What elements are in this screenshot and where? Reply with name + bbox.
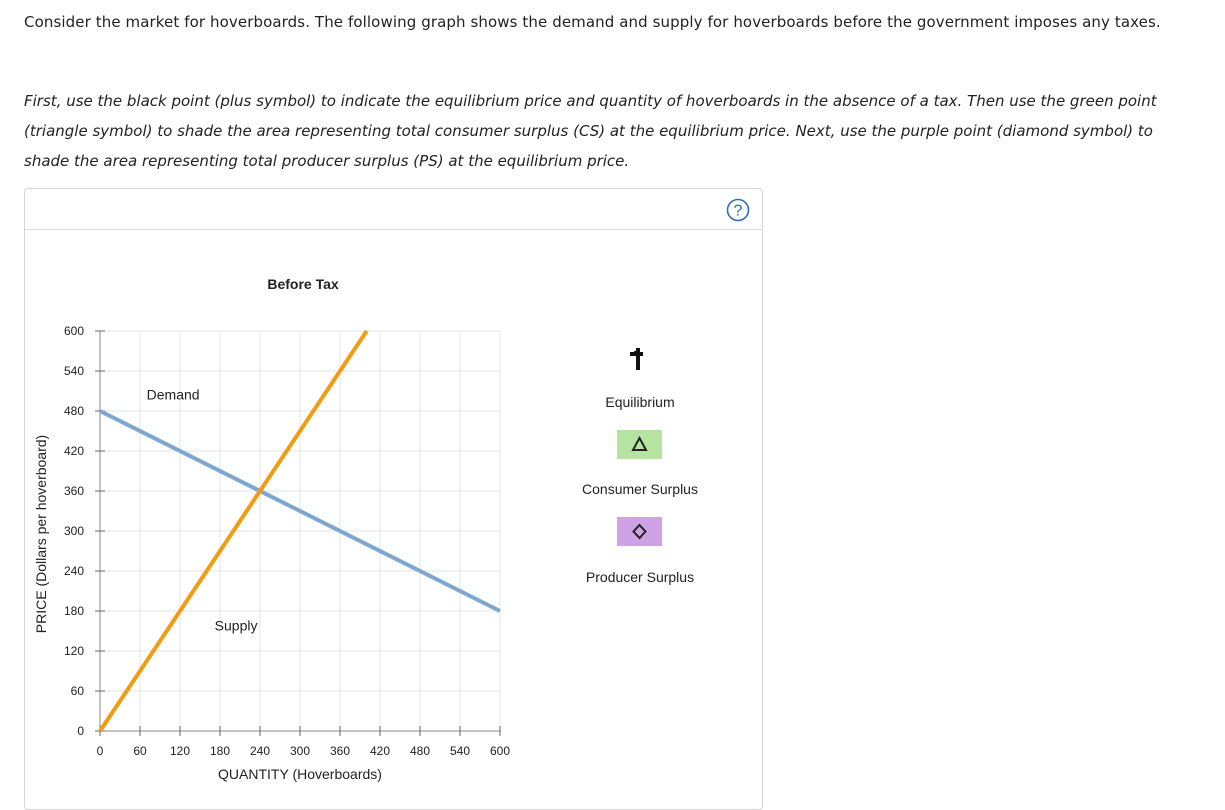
- y-tick-label: 360: [64, 484, 84, 498]
- legend: Equilibrium Consumer Surplus Producer Su…: [582, 348, 698, 585]
- svg-text:?: ?: [734, 203, 743, 220]
- y-tick-label: 300: [64, 524, 84, 538]
- supply-line: [98, 329, 369, 733]
- graph-panel: ? 0 60 120 180 240 300 360 420 480 540 600 0 60 120 18…: [24, 188, 763, 810]
- demand-curve-label: Demand: [147, 386, 200, 402]
- equilibrium-tool[interactable]: [630, 348, 643, 370]
- y-tick-label: 420: [64, 444, 84, 458]
- x-axis-label: QUANTITY (Hoverboards): [218, 766, 382, 782]
- x-tick-label: 300: [290, 744, 310, 758]
- producer-surplus-tool[interactable]: [617, 517, 662, 546]
- x-tick-label: 540: [450, 744, 470, 758]
- y-tick-label: 600: [64, 324, 84, 338]
- chart-svg: 0 60 120 180 240 300 360 420 480 540 600 0 60 120 180 2…: [33, 276, 698, 782]
- x-tick-label: 240: [250, 744, 270, 758]
- x-tick-label: 180: [210, 744, 230, 758]
- x-tick-label: 360: [330, 744, 350, 758]
- y-tick-label: 240: [64, 564, 84, 578]
- y-axis-label: PRICE (Dollars per hoverboard): [33, 435, 49, 633]
- y-tick-label: 0: [77, 724, 84, 738]
- consumer-surplus-swatch[interactable]: [617, 430, 662, 459]
- panel-header: ?: [25, 189, 762, 230]
- y-tick-label: 540: [64, 364, 84, 378]
- x-tick-label: 0: [97, 744, 104, 758]
- axis-layer: 0 60 120 180 240 300 360 420 480 540 600 0 60 120 180 2…: [64, 324, 510, 758]
- question-circle-icon[interactable]: ?: [726, 198, 750, 222]
- y-tick-label: 120: [64, 644, 84, 658]
- x-tick-label: 60: [133, 744, 147, 758]
- x-tick-label: 600: [490, 744, 510, 758]
- producer-surplus-swatch[interactable]: [617, 517, 662, 546]
- x-tick-label: 120: [170, 744, 190, 758]
- triangle-icon: [631, 435, 648, 451]
- plus-icon-vertical-bar: [636, 348, 640, 368]
- x-tick-label: 480: [410, 744, 430, 758]
- chart-title: Before Tax: [267, 276, 339, 292]
- series-layer: [98, 329, 501, 733]
- supply-curve-label: Supply: [215, 618, 258, 634]
- legend-consumer-surplus-label: Consumer Surplus: [582, 481, 698, 497]
- legend-producer-surplus-label: Producer Surplus: [586, 569, 694, 585]
- y-tick-label: 480: [64, 404, 84, 418]
- legend-equilibrium-label: Equilibrium: [605, 394, 674, 410]
- label-layer: Demand Supply: [147, 386, 258, 633]
- consumer-surplus-tool[interactable]: [617, 430, 662, 459]
- y-tick-label: 60: [71, 684, 85, 698]
- instructions-text: First, use the black point (plus symbol)…: [24, 92, 1157, 170]
- grid-layer: [100, 330, 501, 731]
- demand-line: [99, 409, 501, 613]
- intro-text: Consider the market for hoverboards. The…: [24, 13, 1161, 31]
- y-tick-label: 180: [64, 604, 84, 618]
- plus-icon-horizontal-bar: [630, 352, 643, 356]
- x-tick-label: 420: [370, 744, 390, 758]
- diamond-icon: [632, 523, 647, 540]
